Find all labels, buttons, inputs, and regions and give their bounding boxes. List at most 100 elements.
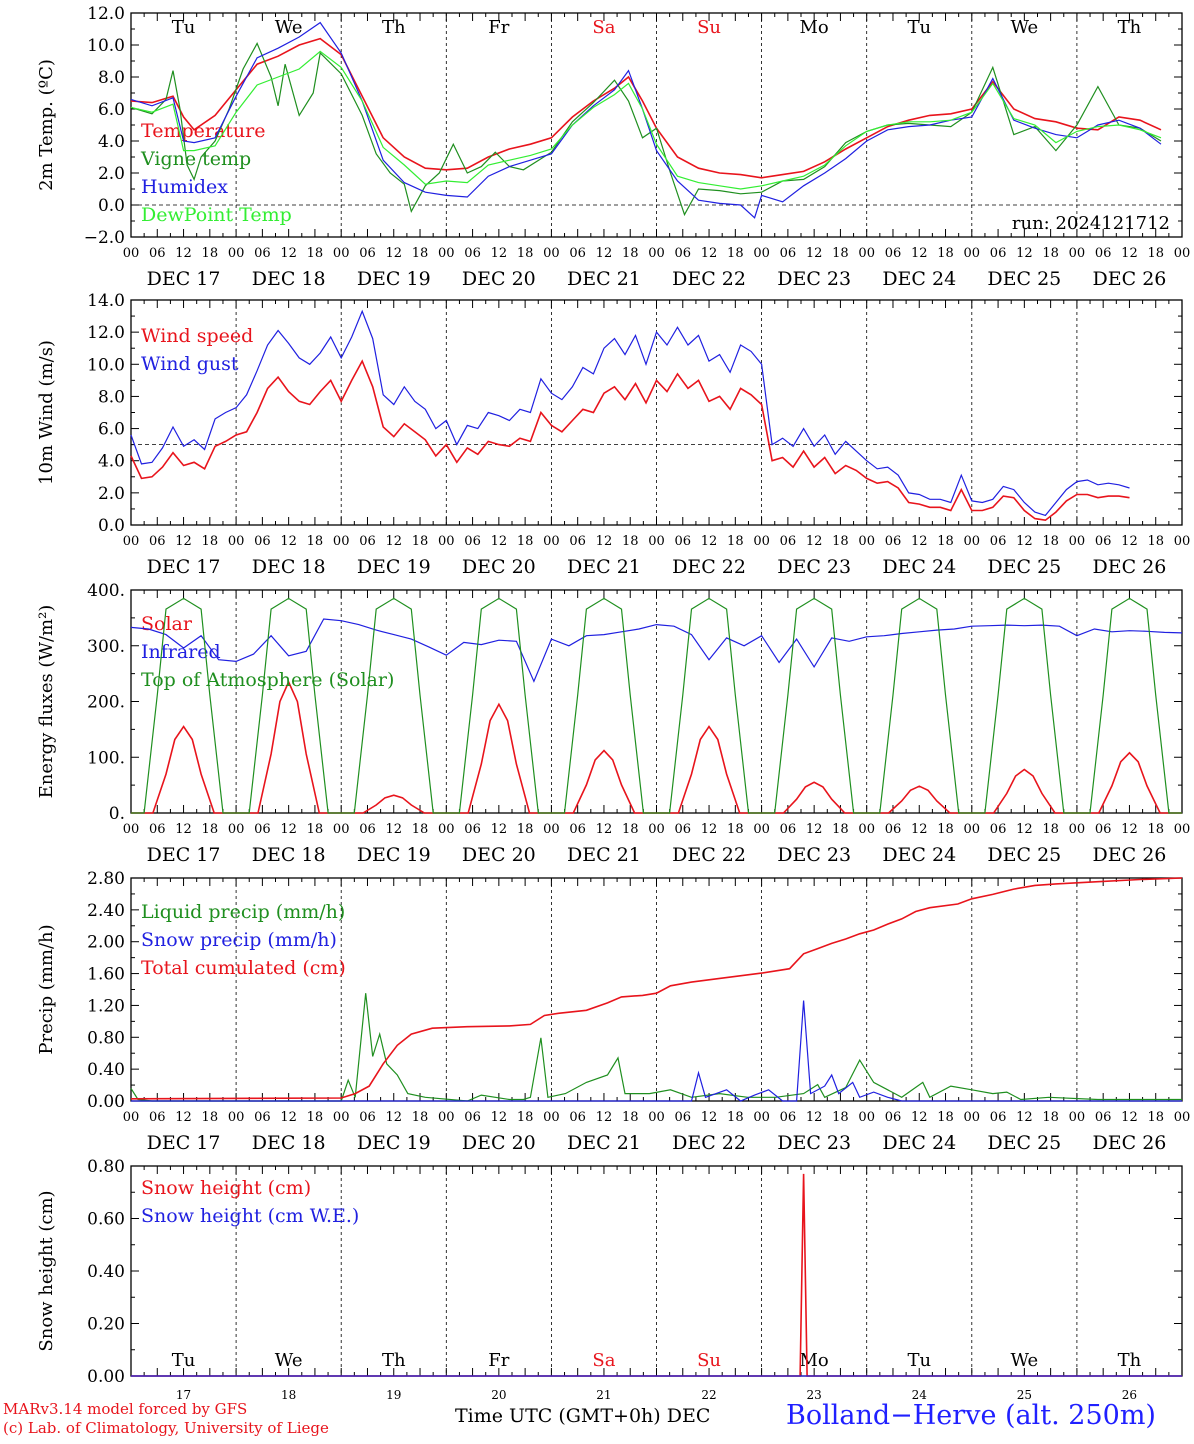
y-tick-label: 12.0 bbox=[87, 4, 125, 24]
hour-tick-label: 18 bbox=[1042, 534, 1059, 549]
legend-entry: Top of Atmosphere (Solar) bbox=[141, 669, 394, 691]
date-label: DEC 24 bbox=[882, 268, 956, 290]
hour-tick-label: 06 bbox=[149, 1110, 166, 1125]
hour-tick-label: 00 bbox=[543, 534, 560, 549]
hour-tick-label: 06 bbox=[254, 822, 271, 837]
hour-tick-label: 18 bbox=[1042, 822, 1059, 837]
hour-tick-label: 00 bbox=[228, 822, 245, 837]
hour-tick-label: 00 bbox=[964, 534, 981, 549]
y-tick-label: 10.0 bbox=[87, 36, 125, 56]
hour-tick-label: 18 bbox=[517, 822, 534, 837]
hour-tick-label: 00 bbox=[333, 534, 350, 549]
hour-tick-label: 12 bbox=[491, 534, 508, 549]
day-of-week-label: We bbox=[1011, 17, 1039, 38]
hour-tick-label: 18 bbox=[412, 246, 429, 261]
hour-tick-label: 18 bbox=[307, 822, 324, 837]
day-of-week-label: Th bbox=[1118, 1350, 1142, 1371]
hour-tick-label: 00 bbox=[438, 246, 455, 261]
hour-tick-label: 12 bbox=[1016, 246, 1033, 261]
legend-entry: Temperature bbox=[141, 120, 265, 142]
hour-tick-label: 12 bbox=[385, 246, 402, 261]
date-label: DEC 24 bbox=[882, 1132, 956, 1154]
hour-tick-label: 18 bbox=[727, 246, 744, 261]
series-line-wind-speed bbox=[130, 359, 1130, 522]
hour-tick-label: 00 bbox=[228, 246, 245, 261]
hour-tick-label: 12 bbox=[701, 1110, 718, 1125]
hour-tick-label: 18 bbox=[937, 246, 954, 261]
hour-tick-label: 12 bbox=[1016, 822, 1033, 837]
hour-tick-label: 00 bbox=[438, 534, 455, 549]
hour-tick-label: 06 bbox=[675, 822, 692, 837]
hour-tick-label: 00 bbox=[333, 822, 350, 837]
hour-tick-label: 12 bbox=[175, 822, 192, 837]
hour-tick-label: 06 bbox=[990, 246, 1007, 261]
hour-tick-label: 00 bbox=[123, 534, 140, 549]
day-of-week-label: Tu bbox=[172, 17, 196, 38]
hour-tick-label: 18 bbox=[412, 822, 429, 837]
hour-tick-label: 18 bbox=[937, 534, 954, 549]
date-label: DEC 21 bbox=[567, 844, 641, 866]
hour-tick-label: 12 bbox=[1121, 822, 1138, 837]
legend-entry: DewPoint Temp bbox=[141, 204, 292, 226]
hour-tick-label: 00 bbox=[858, 246, 875, 261]
legend-entry: Snow height (cm W.E.) bbox=[141, 1205, 359, 1227]
day-of-week-label: Th bbox=[382, 17, 406, 38]
hour-tick-label: 00 bbox=[438, 1110, 455, 1125]
y-tick-label: 2.80 bbox=[87, 869, 125, 889]
hour-tick-label: 12 bbox=[596, 822, 613, 837]
legend-entry: Total cumulated (cm) bbox=[141, 957, 346, 979]
series-line-infrared bbox=[130, 618, 1183, 683]
hour-tick-label: 06 bbox=[990, 534, 1007, 549]
hour-tick-label: 00 bbox=[1069, 534, 1086, 549]
date-label: DEC 22 bbox=[672, 556, 746, 578]
hour-tick-label: 18 bbox=[1042, 1110, 1059, 1125]
date-label: DEC 22 bbox=[672, 844, 746, 866]
series-line-temperature bbox=[130, 37, 1162, 179]
hour-tick-label: 00 bbox=[123, 822, 140, 837]
hour-tick-label: 00 bbox=[1174, 1110, 1191, 1125]
series-line-wind-gust bbox=[130, 309, 1130, 517]
hour-tick-label: 06 bbox=[464, 822, 481, 837]
hour-tick-label: 06 bbox=[1095, 534, 1112, 549]
hour-tick-label: 00 bbox=[648, 822, 665, 837]
y-tick-label: 1.60 bbox=[87, 965, 125, 985]
hour-tick-label: 18 bbox=[412, 1110, 429, 1125]
hour-tick-label: 12 bbox=[385, 1110, 402, 1125]
hour-tick-label: 00 bbox=[858, 822, 875, 837]
day-number-label: 21 bbox=[596, 1388, 611, 1402]
hour-tick-label: 18 bbox=[1147, 1110, 1164, 1125]
hour-tick-label: 18 bbox=[307, 1110, 324, 1125]
date-label: DEC 23 bbox=[777, 844, 851, 866]
y-tick-label: 0.0 bbox=[98, 196, 125, 216]
hour-tick-label: 12 bbox=[175, 534, 192, 549]
hour-tick-label: 06 bbox=[254, 246, 271, 261]
hour-tick-label: 18 bbox=[412, 534, 429, 549]
hour-tick-label: 00 bbox=[333, 1110, 350, 1125]
hour-tick-label: 06 bbox=[359, 1110, 376, 1125]
series-line-liquid-precip-mm-h- bbox=[130, 993, 1182, 1102]
hour-tick-label: 12 bbox=[701, 534, 718, 549]
y-tick-label: 6.0 bbox=[98, 420, 125, 440]
y-tick-label: 10.0 bbox=[87, 355, 125, 375]
hour-tick-label: 06 bbox=[1095, 822, 1112, 837]
hour-tick-label: 18 bbox=[202, 1110, 219, 1125]
y-tick-label: 2.0 bbox=[98, 164, 125, 184]
hour-tick-label: 06 bbox=[675, 534, 692, 549]
hour-tick-label: 06 bbox=[149, 246, 166, 261]
date-label: DEC 21 bbox=[567, 268, 641, 290]
hour-tick-label: 06 bbox=[885, 246, 902, 261]
y-tick-label: 0.40 bbox=[87, 1262, 125, 1282]
date-label: DEC 20 bbox=[462, 1132, 536, 1154]
hour-tick-label: 12 bbox=[280, 246, 297, 261]
date-label: DEC 19 bbox=[357, 1132, 431, 1154]
hour-tick-label: 12 bbox=[385, 822, 402, 837]
hour-tick-label: 00 bbox=[964, 246, 981, 261]
y-tick-label: 8.0 bbox=[98, 68, 125, 88]
day-number-label: 24 bbox=[912, 1388, 928, 1402]
hour-tick-label: 18 bbox=[517, 246, 534, 261]
hour-tick-label: 00 bbox=[228, 534, 245, 549]
hour-tick-label: 00 bbox=[753, 1110, 770, 1125]
hour-tick-label: 18 bbox=[832, 1110, 849, 1125]
run-annotation: run: 2024121712 bbox=[1012, 213, 1170, 234]
